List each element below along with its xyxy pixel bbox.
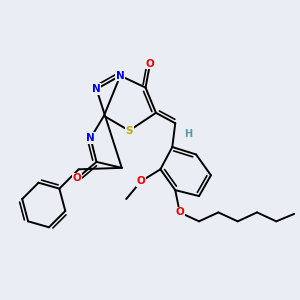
Text: N: N — [92, 84, 101, 94]
Text: H: H — [184, 129, 193, 139]
Text: O: O — [137, 176, 146, 186]
Text: N: N — [116, 71, 125, 81]
Text: O: O — [175, 207, 184, 218]
Text: S: S — [125, 126, 133, 136]
Text: O: O — [73, 173, 82, 183]
Text: O: O — [146, 59, 154, 69]
Text: N: N — [86, 133, 95, 143]
